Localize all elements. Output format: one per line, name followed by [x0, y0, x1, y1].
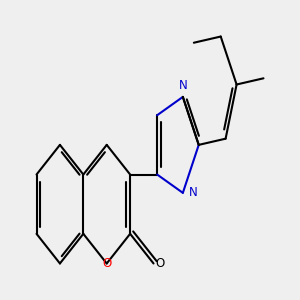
Text: N: N: [189, 186, 198, 199]
Text: O: O: [155, 257, 165, 270]
Text: O: O: [102, 257, 111, 270]
Text: N: N: [178, 80, 187, 92]
